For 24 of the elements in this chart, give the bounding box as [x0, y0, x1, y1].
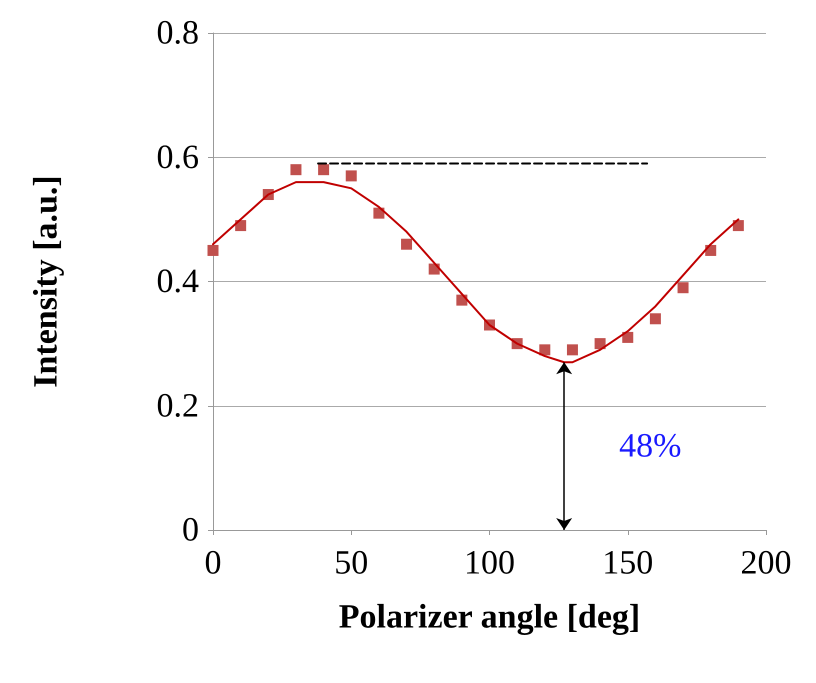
x-tick-label: 0 [204, 544, 222, 582]
annotation: 48% [619, 428, 682, 465]
x-tick-label: 200 [740, 544, 792, 582]
y-tick-label: 0.8 [156, 14, 199, 52]
point [650, 313, 661, 324]
point [318, 164, 330, 176]
point [678, 282, 689, 294]
x-tick-label: 150 [602, 544, 654, 582]
y-tick-label: 0.4 [156, 263, 199, 300]
x-axis-title: Polarizer angle [deg] [338, 598, 640, 636]
point [401, 238, 412, 250]
y-axis-title: Intensity [a.u.] [28, 175, 64, 388]
x-tick-label: 100 [464, 544, 515, 582]
point [594, 338, 606, 350]
point [539, 344, 550, 356]
point [290, 164, 302, 176]
y-tick-label: 0 [182, 512, 199, 548]
point [622, 332, 634, 343]
y-tick-label: 0.2 [156, 387, 199, 424]
x-tick-label: 50 [334, 544, 368, 582]
point [566, 344, 578, 356]
y-tick-label: 0.6 [156, 138, 199, 176]
point [346, 170, 357, 182]
point [208, 244, 218, 256]
